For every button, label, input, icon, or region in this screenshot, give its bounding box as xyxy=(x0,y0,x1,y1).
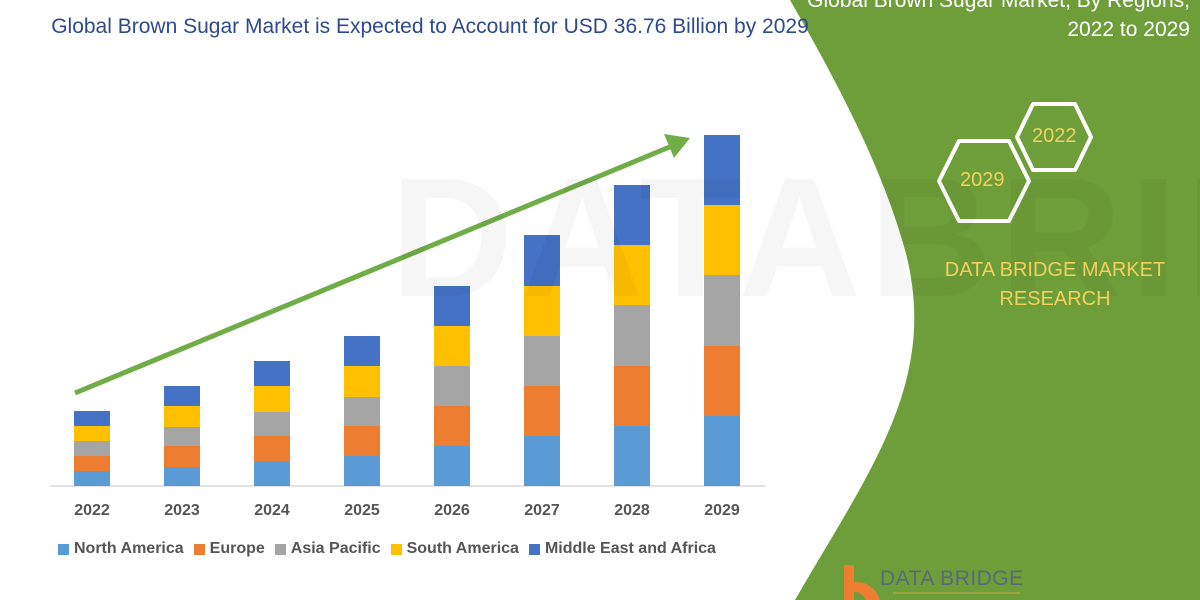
bar-segment-asia-pacific-2029 xyxy=(704,275,740,346)
legend-swatch xyxy=(528,543,540,555)
bar-segment-middle-east-and-africa-2024 xyxy=(254,361,290,386)
bar-segment-middle-east-and-africa-2026 xyxy=(434,286,470,326)
bar-segment-asia-pacific-2028 xyxy=(614,305,650,366)
bar-segment-south-america-2025 xyxy=(344,366,380,397)
bar-segment-middle-east-and-africa-2022 xyxy=(74,411,110,426)
bar-segment-south-america-2028 xyxy=(614,245,650,305)
bar-segment-asia-pacific-2023 xyxy=(164,427,200,446)
hex-label-end: 2029 xyxy=(960,169,1005,191)
bar-segment-south-america-2024 xyxy=(254,386,290,412)
legend-swatch xyxy=(193,543,205,555)
x-tick-label: 2025 xyxy=(344,502,380,519)
x-tick-label: 2023 xyxy=(164,502,200,519)
bar-segment-asia-pacific-2027 xyxy=(524,336,560,386)
bar-segment-europe-2022 xyxy=(74,456,110,471)
x-tick-label: 2029 xyxy=(704,502,740,519)
bar-segment-middle-east-and-africa-2027 xyxy=(524,235,560,286)
chart-area xyxy=(50,134,765,487)
bar-segment-south-america-2027 xyxy=(524,286,560,336)
x-tick-label: 2026 xyxy=(434,502,470,519)
legend-label: North America xyxy=(74,540,184,557)
bar-segment-asia-pacific-2025 xyxy=(344,397,380,426)
bar-segment-south-america-2026 xyxy=(434,326,470,366)
bar-segment-europe-2023 xyxy=(164,446,200,467)
trend-arrow-head xyxy=(664,134,690,158)
bar-segment-middle-east-and-africa-2025 xyxy=(344,336,380,366)
legend-swatch xyxy=(274,543,286,555)
bar-segment-europe-2029 xyxy=(704,346,740,416)
x-tick-label: 2027 xyxy=(524,502,560,519)
bar-segment-north-america-2023 xyxy=(164,467,200,486)
bar-segment-north-america-2029 xyxy=(704,416,740,486)
hexagon-2022 xyxy=(1015,102,1093,172)
bar-segment-middle-east-and-africa-2028 xyxy=(614,185,650,245)
bar-segment-south-america-2029 xyxy=(704,205,740,275)
green-panel xyxy=(790,0,1200,600)
bar-segment-europe-2028 xyxy=(614,366,650,426)
bar-segment-south-america-2023 xyxy=(164,406,200,427)
bar-segment-middle-east-and-africa-2023 xyxy=(164,386,200,406)
legend-swatch xyxy=(58,543,69,555)
hex-label-start: 2022 xyxy=(1032,125,1077,147)
chart-title: Global Brown Sugar Market is Expected to… xyxy=(51,15,809,38)
bar-segment-south-america-2022 xyxy=(74,426,110,441)
legend-label: Middle East and Africa xyxy=(544,540,716,557)
bar-segment-middle-east-and-africa-2029 xyxy=(704,135,740,205)
trend-arrow xyxy=(74,143,673,396)
bar-segment-north-america-2027 xyxy=(524,436,560,486)
legend: North America Europe Asia Pacific South Ame… xyxy=(58,540,716,558)
logo-text: DATA BRIDGE xyxy=(880,567,1024,590)
bar-segment-north-america-2026 xyxy=(434,446,470,486)
bar-segment-asia-pacific-2022 xyxy=(74,441,110,456)
bar-segment-europe-2025 xyxy=(344,426,380,456)
legend-item: Europe xyxy=(193,540,265,558)
x-tick-label: 2028 xyxy=(614,502,650,519)
x-tick-label: 2022 xyxy=(74,502,110,519)
bar-segment-europe-2027 xyxy=(524,386,560,436)
legend-item: North America xyxy=(58,540,184,558)
legend-item: South America xyxy=(390,540,519,558)
bar-segment-asia-pacific-2024 xyxy=(254,412,290,436)
legend-item: Middle East and Africa xyxy=(528,540,716,558)
legend-swatch xyxy=(390,543,402,555)
bar-segment-europe-2026 xyxy=(434,406,470,446)
legend-item: Asia Pacific xyxy=(274,540,381,558)
bar-segment-europe-2024 xyxy=(254,436,290,461)
legend-label: South America xyxy=(406,540,519,557)
hexagon-2029 xyxy=(937,139,1031,223)
brand-text: DATA BRIDGE MARKET RESEARCH xyxy=(944,259,1166,310)
bar-segment-north-america-2028 xyxy=(614,426,650,486)
logo-icon xyxy=(844,565,1020,600)
legend-label: Europe xyxy=(209,540,265,557)
bar-segment-north-america-2024 xyxy=(254,461,290,486)
x-tick-label: 2024 xyxy=(254,502,290,519)
bar-segment-north-america-2025 xyxy=(344,456,380,486)
bar-segment-north-america-2022 xyxy=(74,471,110,486)
bar-segment-asia-pacific-2026 xyxy=(434,366,470,406)
side-title: Global Brown Sugar Market, By Regions, 2… xyxy=(807,0,1190,41)
legend-label: Asia Pacific xyxy=(290,540,381,557)
